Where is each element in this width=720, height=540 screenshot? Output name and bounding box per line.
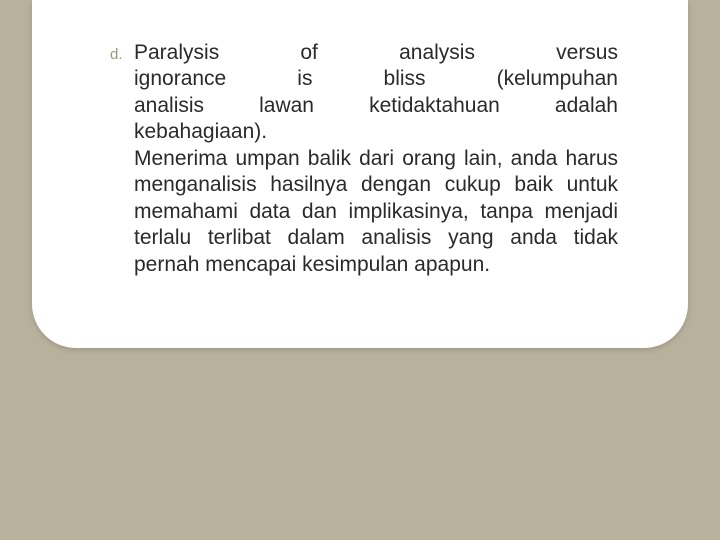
list-marker: d. xyxy=(110,46,123,63)
title-line-2: ignorance is bliss (kelumpuhan xyxy=(134,66,618,92)
title-line-1: Paralysis of analysis versus xyxy=(134,40,618,66)
slide-card: d. Paralysis of analysis versus ignoranc… xyxy=(32,0,688,348)
slide-content: Paralysis of analysis versus ignorance i… xyxy=(134,40,618,278)
title-line-4: kebahagiaan). xyxy=(134,119,618,145)
body-text: Menerima umpan balik dari orang lain, an… xyxy=(134,146,618,278)
title-line-3: analisis lawan ketidaktahuan adalah xyxy=(134,93,618,119)
